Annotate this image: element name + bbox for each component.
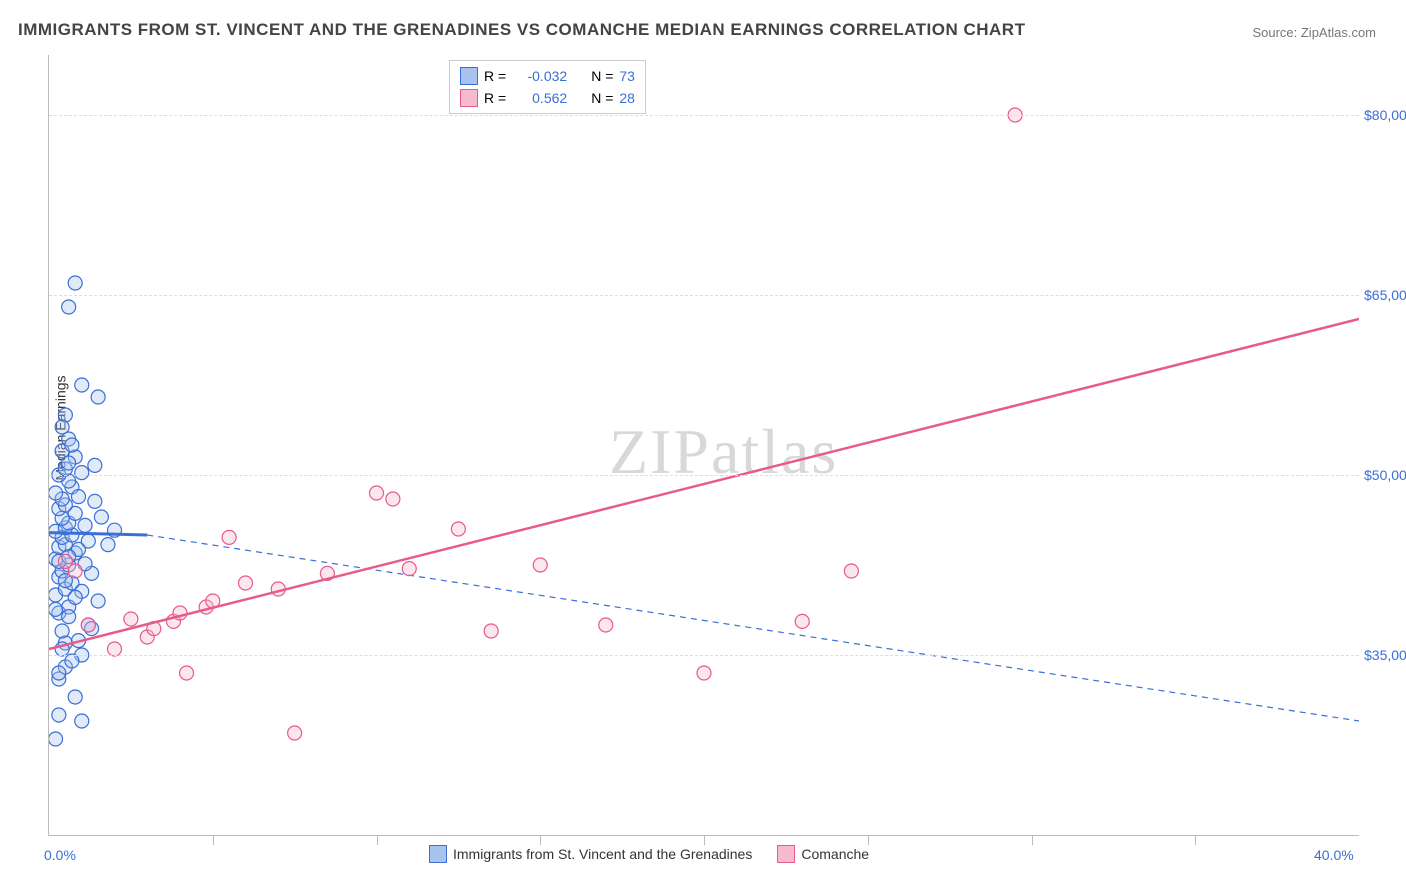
data-point <box>68 590 82 604</box>
x-tick <box>704 835 705 845</box>
data-point <box>49 486 63 500</box>
data-point <box>108 642 122 656</box>
x-tick <box>868 835 869 845</box>
trend-line-extrapolated <box>147 535 1359 721</box>
data-point <box>451 522 465 536</box>
data-point <box>55 624 69 638</box>
series-legend: Immigrants from St. Vincent and the Gren… <box>429 845 869 863</box>
legend-item: Comanche <box>777 845 869 863</box>
data-point <box>101 538 115 552</box>
data-point <box>65 654 79 668</box>
data-point <box>88 494 102 508</box>
data-point <box>795 614 809 628</box>
data-point <box>697 666 711 680</box>
data-point <box>81 618 95 632</box>
data-point <box>52 666 66 680</box>
y-tick-label: $35,000 <box>1364 647 1406 663</box>
x-tick <box>540 835 541 845</box>
data-point <box>71 490 85 504</box>
data-point <box>68 276 82 290</box>
gridline-h <box>49 475 1359 476</box>
x-tick <box>213 835 214 845</box>
data-point <box>75 378 89 392</box>
data-point <box>88 458 102 472</box>
data-point <box>62 456 76 470</box>
series-name: Immigrants from St. Vincent and the Gren… <box>453 846 752 862</box>
legend-swatch <box>429 845 447 863</box>
data-point <box>222 530 236 544</box>
gridline-h <box>49 295 1359 296</box>
x-tick-label: 40.0% <box>1314 847 1354 863</box>
data-point <box>402 562 416 576</box>
data-point <box>484 624 498 638</box>
data-point <box>533 558 547 572</box>
data-point <box>65 438 79 452</box>
trend-line <box>49 319 1359 649</box>
data-point <box>180 666 194 680</box>
y-tick-label: $50,000 <box>1364 467 1406 483</box>
data-point <box>370 486 384 500</box>
gridline-h <box>49 115 1359 116</box>
data-point <box>844 564 858 578</box>
scatter-plot-svg <box>49 55 1359 835</box>
data-point <box>124 612 138 626</box>
data-point <box>91 390 105 404</box>
chart-plot-area: ZIPatlas R = -0.032N = 73R = 0.562N = 28… <box>48 55 1359 836</box>
data-point <box>52 708 66 722</box>
x-tick <box>377 835 378 845</box>
series-name: Comanche <box>801 846 869 862</box>
legend-swatch <box>777 845 795 863</box>
data-point <box>386 492 400 506</box>
data-point <box>94 510 108 524</box>
legend-item: Immigrants from St. Vincent and the Gren… <box>429 845 752 863</box>
x-tick <box>1032 835 1033 845</box>
y-tick-label: $80,000 <box>1364 107 1406 123</box>
data-point <box>288 726 302 740</box>
y-tick-label: $65,000 <box>1364 287 1406 303</box>
x-tick <box>1195 835 1196 845</box>
data-point <box>81 534 95 548</box>
source-label: Source: ZipAtlas.com <box>1252 25 1376 40</box>
data-point <box>75 714 89 728</box>
chart-title: IMMIGRANTS FROM ST. VINCENT AND THE GREN… <box>18 20 1025 40</box>
data-point <box>49 602 63 616</box>
data-point <box>55 420 69 434</box>
data-point <box>91 594 105 608</box>
data-point <box>68 690 82 704</box>
data-point <box>75 466 89 480</box>
data-point <box>58 554 72 568</box>
data-point <box>62 610 76 624</box>
data-point <box>599 618 613 632</box>
data-point <box>78 518 92 532</box>
x-tick-label: 0.0% <box>44 847 76 863</box>
gridline-h <box>49 655 1359 656</box>
data-point <box>62 300 76 314</box>
data-point <box>239 576 253 590</box>
data-point <box>49 732 63 746</box>
